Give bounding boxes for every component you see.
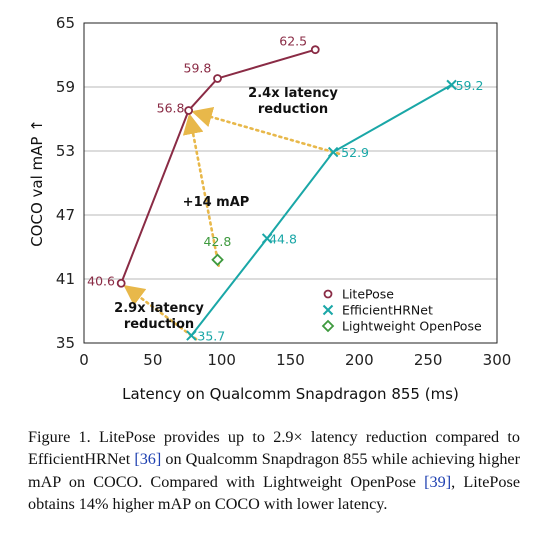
- annotation-arrow: [123, 284, 198, 341]
- legend-box: [310, 281, 494, 337]
- y-tick-label: 35: [56, 334, 75, 352]
- series-lightweight-openpose: 42.8: [204, 234, 232, 267]
- y-tick-label: 47: [56, 206, 75, 224]
- series-efficienthrnet: 35.7 44.8 52.9 59.2: [186, 78, 484, 344]
- figure-caption: Figure 1. LitePose provides up to 2.9× l…: [28, 426, 520, 515]
- x-tick-label: 300: [483, 351, 512, 369]
- x-tick-label: 250: [414, 351, 443, 369]
- data-label: 56.8: [157, 100, 185, 115]
- data-point-circle: [213, 74, 222, 83]
- data-label: 44.8: [269, 231, 297, 246]
- x-axis-ticks: 0 50 100 150 200 250 300: [79, 351, 511, 369]
- legend-marker-x: [322, 304, 334, 316]
- x-tick-label: 50: [143, 351, 162, 369]
- data-label: 62.5: [279, 34, 307, 49]
- caption-part-3: , LitePose obtains 14% higher mAP on COC…: [28, 472, 521, 513]
- annotation-text: reduction: [258, 102, 328, 117]
- series-layer: 40.6 56.8 59.8 62.5 35.7 44.8 52.9 59.2 42.8: [87, 34, 483, 344]
- data-point-x: [446, 79, 457, 91]
- legend-label: Lightweight OpenPose: [342, 319, 482, 334]
- data-point-diamond: [211, 253, 224, 267]
- series-line: [190, 83, 453, 337]
- legend-label: LitePose: [342, 287, 394, 302]
- data-point-circle: [310, 45, 320, 55]
- x-tick-label: 200: [345, 351, 374, 369]
- y-axis-ticks: 35 41 47 53 59 65: [56, 14, 75, 352]
- x-tick-label: 150: [276, 351, 305, 369]
- data-label: 42.8: [204, 234, 232, 249]
- citation-link-39[interactable]: [39]: [424, 472, 452, 491]
- annotation-text: reduction: [124, 317, 194, 332]
- data-label: 40.6: [87, 273, 115, 288]
- y-tick-label: 59: [56, 78, 75, 96]
- data-point-x: [327, 146, 339, 158]
- annotation-text: 2.9x latency: [114, 301, 204, 316]
- data-point-x: [261, 233, 273, 244]
- data-label: 35.7: [197, 329, 225, 344]
- legend-marker-diamond: [321, 319, 335, 333]
- x-axis-label: Latency on Qualcomm Snapdragon 855 (ms): [122, 385, 459, 403]
- caption-part-1: Figure 1. LitePose provides up to 2.9× l…: [28, 428, 520, 469]
- series-line: [120, 48, 316, 284]
- y-tick-label: 65: [56, 14, 75, 32]
- data-label: 59.8: [184, 60, 212, 75]
- x-stroke: [261, 233, 273, 244]
- chart: 0 50 100 150 200 250 300 35 41 47 53 59 65 40.6 56.8…: [28, 14, 511, 403]
- annotation-text: +14 mAP: [183, 195, 250, 210]
- legend-marker-circle: [323, 289, 333, 299]
- data-point-circle: [116, 278, 126, 288]
- y-tick-label: 53: [56, 142, 75, 160]
- data-point-x: [186, 330, 197, 341]
- x-stroke: [186, 330, 197, 341]
- x-stroke: [446, 79, 457, 91]
- data-label: 52.9: [341, 145, 369, 160]
- annotation-arrow: [191, 106, 341, 156]
- x-tick-label: 0: [79, 351, 89, 369]
- plot-frame: [83, 22, 498, 344]
- legend-label: EfficientHRNet: [342, 303, 433, 318]
- annotation-arrows: [123, 106, 341, 341]
- data-label: 59.2: [456, 78, 484, 93]
- x-tick-label: 100: [207, 351, 236, 369]
- citation-link-36[interactable]: [36]: [134, 450, 162, 469]
- y-axis-label: COCO val mAP ↑: [28, 119, 46, 247]
- data-point-circle: [184, 106, 194, 115]
- caption-part-2: on Qualcomm Snapdragon 855 while achievi…: [28, 450, 520, 491]
- series-litepose: 40.6 56.8 59.8 62.5: [87, 34, 320, 288]
- annotation-text: 2.4x latency: [248, 86, 338, 101]
- y-tick-label: 41: [56, 270, 75, 288]
- x-stroke: [327, 146, 339, 158]
- annotation-arrow: [182, 113, 220, 267]
